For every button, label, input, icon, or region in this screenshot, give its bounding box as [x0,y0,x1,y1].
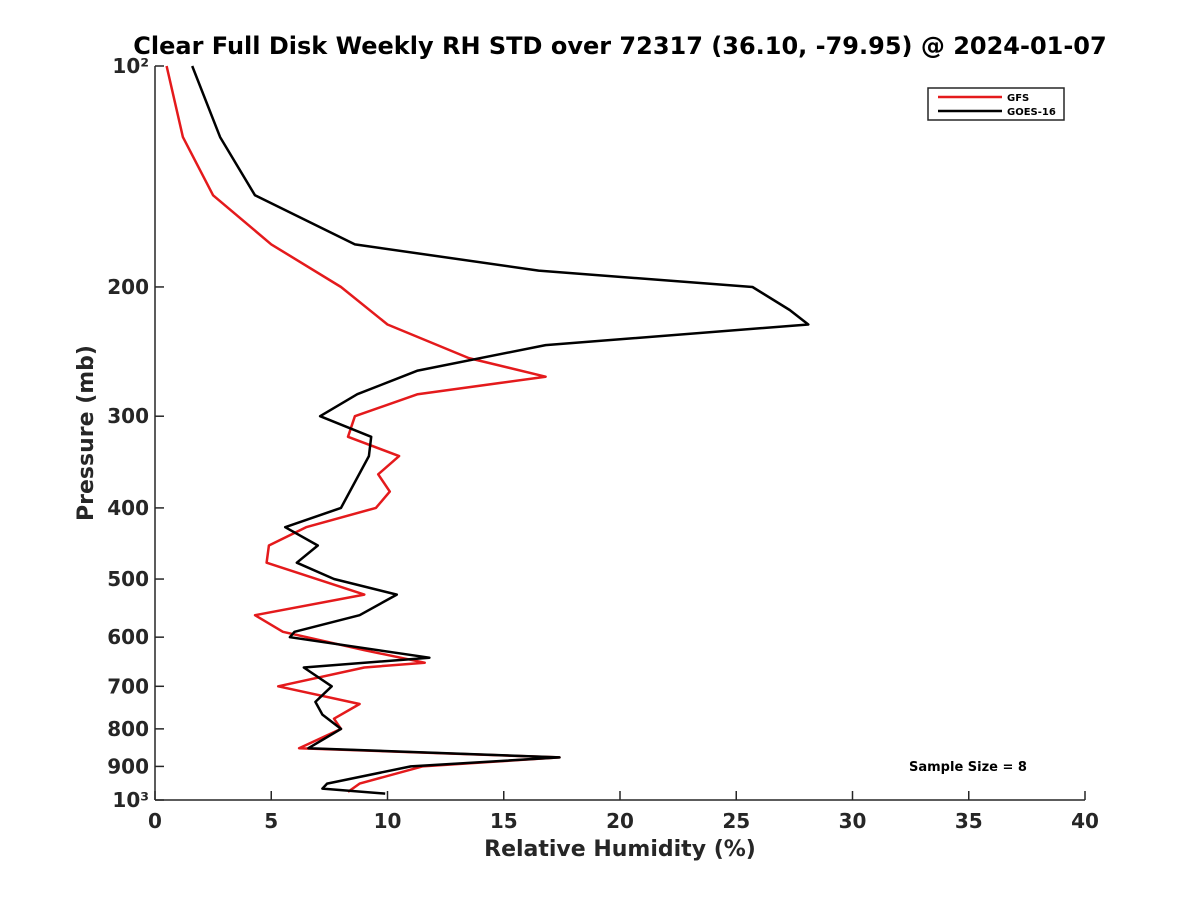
x-tick-label: 30 [839,809,867,833]
sample-size-annotation: Sample Size = 8 [909,760,1027,775]
y-tick-label: 300 [107,404,149,428]
x-tick-label: 20 [606,809,634,833]
y-axis-label: Pressure (mb) [74,345,99,521]
legend-label-gfs: GFS [1007,93,1029,104]
y-tick-label: 400 [107,496,149,520]
x-tick-label: 15 [490,809,518,833]
y-tick-label: 700 [107,674,149,698]
chart-title: Clear Full Disk Weekly RH STD over 72317… [133,32,1106,60]
series-line-gfs [165,65,561,793]
x-tick-label: 40 [1071,809,1099,833]
x-tick-label: 0 [148,809,162,833]
x-tick-label: 5 [264,809,278,833]
y-tick-label: 800 [107,717,149,741]
y-tick-label: 500 [107,567,149,591]
legend-label-goes16: GOES-16 [1007,107,1056,118]
y-tick-label: 900 [107,754,149,778]
x-tick-label: 25 [722,809,750,833]
legend-box [927,87,1065,121]
x-tick-label: 10 [374,809,402,833]
series-layer [165,65,810,795]
y-tick-label: 10² [112,54,149,78]
x-tick-label: 35 [955,809,983,833]
y-tick-label: 200 [107,275,149,299]
x-ticks: 0 5 10 15 20 25 30 35 40 [148,791,1099,833]
y-ticks: 10² 200 300 400 500 600 700 800 900 10³ [107,54,164,812]
series-line-goes16 [191,65,810,795]
x-axis-label: Relative Humidity (%) [484,837,756,862]
legend: GFS GOES-16 [927,87,1065,121]
y-tick-label: 10³ [112,788,149,812]
y-tick-label: 600 [107,625,149,649]
